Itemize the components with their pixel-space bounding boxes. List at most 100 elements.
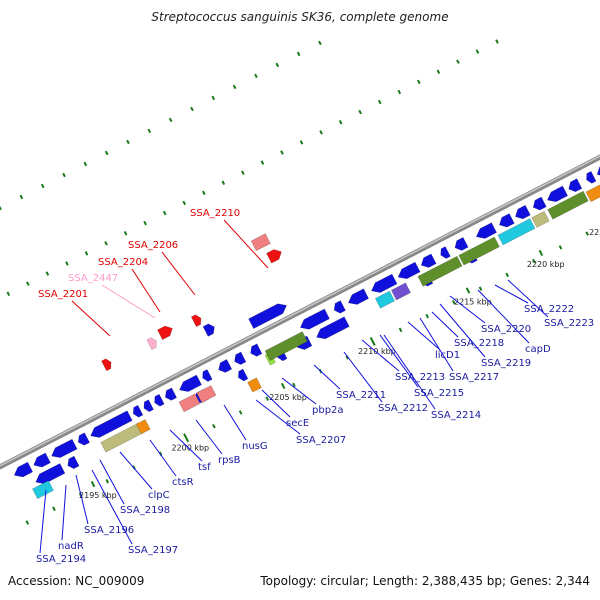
scale-dot bbox=[452, 300, 456, 305]
lower-label-connector bbox=[91, 469, 133, 545]
scale-dot bbox=[62, 172, 66, 178]
scale-dot bbox=[147, 128, 152, 134]
kbp-tick-label: 2195 kbp bbox=[79, 491, 117, 500]
lower-gene-label: SSA_2223 bbox=[544, 318, 594, 329]
gene-feature bbox=[454, 236, 469, 251]
gene-feature bbox=[135, 419, 151, 435]
gene-feature bbox=[299, 308, 330, 330]
lower-gene-label: SSA_2212 bbox=[378, 403, 428, 414]
scale-dot bbox=[232, 84, 237, 90]
lower-gene-label: clpC bbox=[148, 490, 170, 501]
scale-dot bbox=[532, 258, 536, 264]
gene-shape bbox=[497, 218, 536, 246]
gene-feature bbox=[234, 351, 247, 365]
gene-shape bbox=[13, 461, 34, 478]
gene-shape bbox=[179, 374, 202, 392]
gene-shape bbox=[247, 377, 262, 393]
lower-label-connector bbox=[149, 439, 177, 477]
gene-feature bbox=[568, 178, 583, 193]
lower-gene-label: SSA_2198 bbox=[120, 505, 170, 516]
gene-feature bbox=[390, 282, 411, 301]
scale-dot bbox=[104, 150, 109, 156]
gene-shape bbox=[454, 236, 469, 251]
gene-shape bbox=[202, 369, 213, 382]
gene-feature bbox=[178, 393, 201, 413]
gene-shape bbox=[164, 387, 178, 401]
scale-dot bbox=[296, 51, 301, 57]
lower-gene-label: capD bbox=[525, 344, 551, 355]
gene-feature bbox=[132, 404, 144, 418]
lower-label-connector bbox=[313, 364, 341, 390]
scale-dot bbox=[105, 478, 110, 484]
gene-feature bbox=[347, 288, 370, 305]
gene-feature bbox=[333, 300, 346, 314]
lower-gene-label: SSA_2217 bbox=[449, 372, 499, 383]
gene-feature bbox=[146, 337, 157, 351]
lower-label-connector bbox=[419, 317, 454, 372]
scale-dot bbox=[6, 291, 11, 296]
gene-shape bbox=[178, 393, 201, 413]
lower-gene-label: SSA_2213 bbox=[395, 372, 445, 383]
scale-dot bbox=[436, 69, 441, 75]
gene-shape bbox=[458, 236, 500, 266]
gene-shape bbox=[266, 249, 282, 264]
kbp-tick-label: 2200 kbp bbox=[171, 443, 209, 452]
gene-shape bbox=[585, 178, 600, 203]
gene-shape bbox=[234, 351, 247, 365]
lower-gene-label: nadR bbox=[58, 541, 84, 552]
lower-gene-label: SSA_2207 bbox=[296, 435, 346, 446]
lower-gene-label: rpsB bbox=[218, 455, 241, 466]
gene-shape bbox=[51, 438, 78, 458]
scale-dot bbox=[84, 251, 89, 256]
lower-label-connector bbox=[223, 404, 247, 441]
scale-dot bbox=[558, 245, 563, 250]
scale-dot bbox=[26, 281, 30, 286]
gene-feature bbox=[164, 387, 178, 401]
gene-feature bbox=[202, 323, 215, 337]
gene-shape bbox=[248, 303, 288, 330]
scale-dot bbox=[211, 95, 216, 101]
gene-shape bbox=[390, 282, 411, 301]
gene-shape bbox=[77, 432, 90, 446]
gene-feature bbox=[190, 314, 202, 328]
gene-shape bbox=[32, 480, 54, 500]
scale-dot bbox=[475, 49, 480, 54]
kbp-tick-mark bbox=[538, 249, 544, 257]
kbp-tick-label: 2220 kbp bbox=[527, 260, 565, 269]
gene-shape bbox=[264, 331, 308, 362]
scale-dot bbox=[0, 205, 2, 211]
gene-feature bbox=[264, 331, 308, 362]
lower-label-connector bbox=[119, 451, 153, 490]
gene-feature bbox=[196, 385, 217, 404]
gene-feature bbox=[531, 210, 550, 228]
gene-feature bbox=[218, 358, 233, 373]
gene-shape bbox=[154, 393, 165, 407]
backbone-layer bbox=[0, 154, 600, 470]
gene-feature bbox=[32, 480, 54, 500]
accession-text: Accession: NC_009009 bbox=[8, 574, 145, 588]
lower-label-connector bbox=[343, 351, 383, 403]
gene-shape bbox=[90, 410, 133, 438]
lower-label-connector bbox=[379, 334, 419, 388]
gene-feature bbox=[250, 343, 263, 357]
gene-shape bbox=[475, 222, 497, 239]
lower-gene-label: SSA_2214 bbox=[431, 410, 481, 421]
scale-dot bbox=[104, 241, 108, 246]
lower-gene-label: secE bbox=[286, 418, 309, 429]
gene-feature bbox=[143, 399, 154, 413]
lower-gene-label: SSA_2196 bbox=[84, 525, 134, 536]
scale-dot bbox=[377, 99, 382, 105]
gene-feature bbox=[90, 410, 133, 438]
gene-feature bbox=[51, 438, 78, 458]
lower-label-connector bbox=[75, 474, 89, 525]
gene-feature bbox=[247, 377, 262, 393]
scale-dot bbox=[201, 190, 206, 196]
scale-dot bbox=[425, 313, 430, 319]
lower-label-connector bbox=[99, 459, 125, 505]
gene-shape bbox=[196, 385, 217, 404]
gene-shape bbox=[532, 196, 547, 211]
gene-feature bbox=[13, 461, 34, 478]
gene-feature bbox=[440, 246, 451, 259]
scale-dot bbox=[280, 150, 284, 155]
